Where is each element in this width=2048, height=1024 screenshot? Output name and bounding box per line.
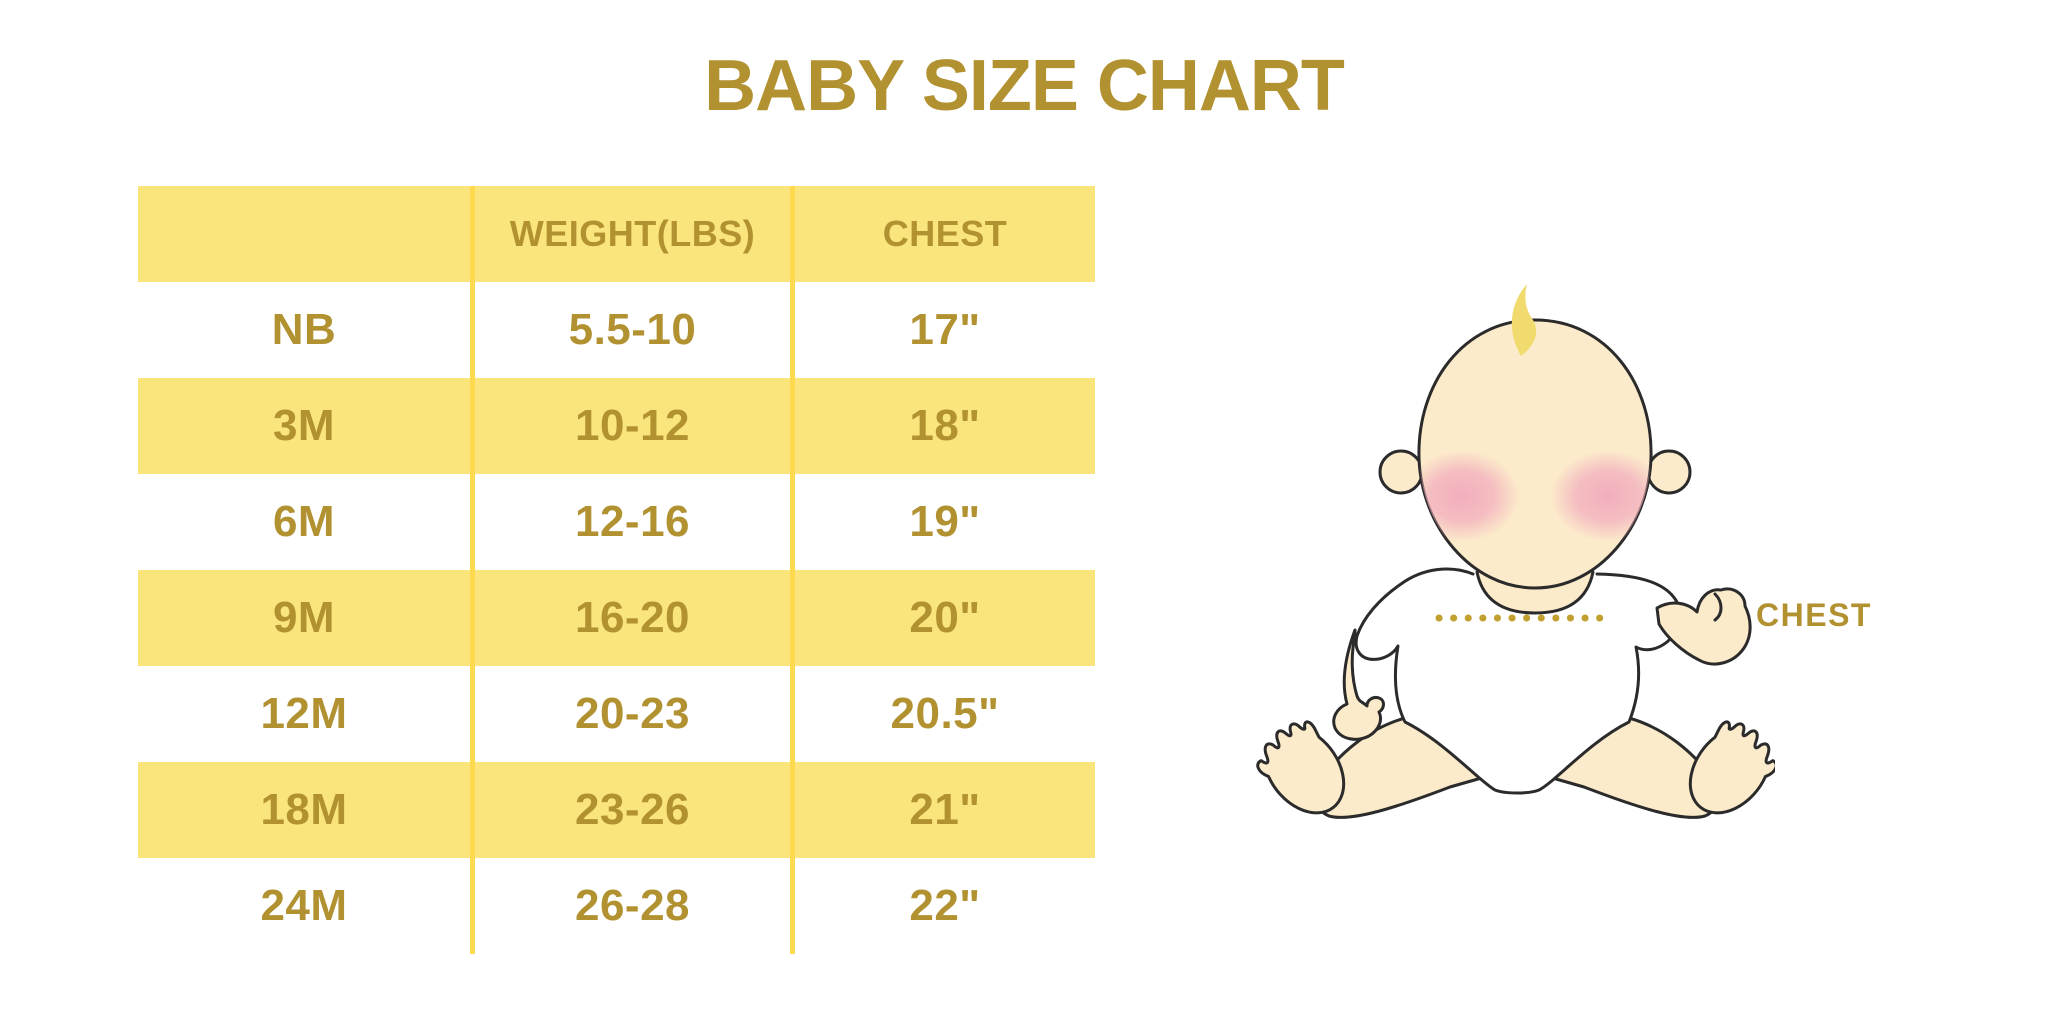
table-cell: 24M	[260, 881, 348, 930]
table-cell: 21"	[790, 762, 1095, 858]
table-row: 3M 10-12 18"	[138, 378, 1095, 474]
table-cell: 6M	[272, 497, 336, 546]
table-cell: 12M	[260, 689, 348, 738]
chest-label: CHEST	[1756, 597, 1872, 633]
table-cell: 22"	[790, 858, 1095, 954]
size-chart-table: WEIGHT(LBS) CHEST NB 5.5-10 17" 3M 10-12 18" 6M 1…	[138, 186, 1095, 954]
table-cell: 5.5-10	[470, 282, 790, 378]
page-title: BABY SIZE CHART	[704, 46, 1345, 126]
baby-right-fist	[1655, 587, 1752, 666]
table-row: 24M 26-28 22"	[138, 858, 1095, 954]
baby-left-blush	[1418, 450, 1520, 542]
baby-right-ear	[1646, 449, 1692, 495]
header-cell: CHEST	[790, 186, 1095, 282]
table-cell: 20.5"	[790, 666, 1095, 762]
table-cell: NB	[271, 305, 337, 354]
table-cell: 18M	[260, 785, 348, 834]
table-cell: 26-28	[470, 858, 790, 954]
table-cell: 20"	[790, 570, 1095, 666]
table-row: WEIGHT(LBS) CHEST	[138, 186, 1095, 282]
table-cell: 19"	[790, 474, 1095, 570]
table-cell: 9M	[272, 593, 336, 642]
table-row: 12M 20-23 20.5"	[138, 666, 1095, 762]
table-cell: 12-16	[470, 474, 790, 570]
baby-left-ear	[1378, 449, 1424, 495]
table-cell: 16-20	[470, 570, 790, 666]
baby-left-arm	[1332, 628, 1385, 741]
table-cell: 3M	[272, 401, 336, 450]
table-cell: 23-26	[470, 762, 790, 858]
table-cell: 17"	[790, 282, 1095, 378]
baby-icon	[1246, 284, 1788, 831]
table-row: 6M 12-16 19"	[138, 474, 1095, 570]
table-cell: 18"	[790, 378, 1095, 474]
baby-right-blush	[1550, 450, 1652, 542]
baby-hair-curl-icon	[1511, 284, 1537, 356]
header-cell	[138, 186, 470, 282]
table-row: 18M 23-26 21"	[138, 762, 1095, 858]
table-cell: 20-23	[470, 666, 790, 762]
table-cell: 10-12	[470, 378, 790, 474]
table-row: 9M 16-20 20"	[138, 570, 1095, 666]
table-row: NB 5.5-10 17"	[138, 282, 1095, 378]
baby-thumb-line	[1713, 592, 1723, 622]
baby-illustration	[1246, 272, 1788, 852]
baby-onesie	[1354, 567, 1682, 795]
header-cell: WEIGHT(LBS)	[470, 186, 790, 282]
